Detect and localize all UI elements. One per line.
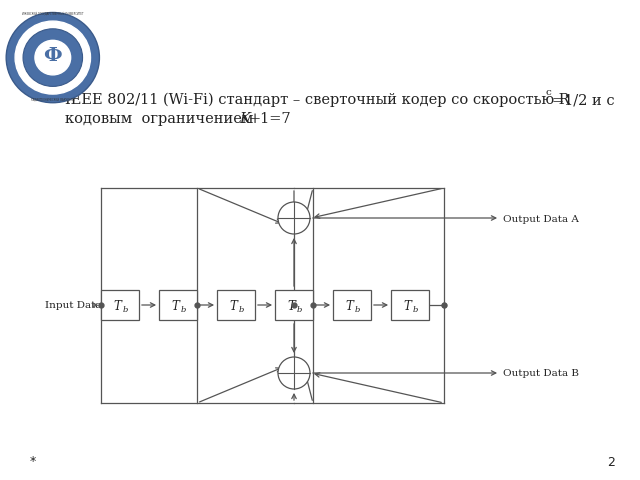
FancyBboxPatch shape xyxy=(217,290,255,320)
Text: +1=7: +1=7 xyxy=(249,112,292,126)
Text: T: T xyxy=(113,300,121,312)
Text: T: T xyxy=(345,300,353,312)
Text: Ф: Ф xyxy=(44,47,62,65)
Text: Output Data A: Output Data A xyxy=(503,215,579,224)
Text: кодовым  ограничением: кодовым ограничением xyxy=(65,112,258,126)
Text: b: b xyxy=(355,306,360,314)
Circle shape xyxy=(15,21,90,94)
Text: Input Data: Input Data xyxy=(45,301,102,311)
Text: b: b xyxy=(296,306,301,314)
Text: IEEE 802/11 (Wi-Fi) стандарт – сверточный кодер со скоростью R: IEEE 802/11 (Wi-Fi) стандарт – сверточны… xyxy=(65,93,570,108)
Circle shape xyxy=(278,357,310,389)
Text: =1/2 и с: =1/2 и с xyxy=(552,93,614,107)
FancyBboxPatch shape xyxy=(101,290,139,320)
Text: b: b xyxy=(122,306,128,314)
Text: b: b xyxy=(238,306,244,314)
FancyBboxPatch shape xyxy=(275,290,313,320)
Text: T: T xyxy=(287,300,295,312)
Circle shape xyxy=(35,40,70,75)
Text: *: * xyxy=(30,456,36,468)
Text: K: K xyxy=(239,112,250,126)
Text: b: b xyxy=(180,306,186,314)
Text: c: c xyxy=(545,88,551,97)
Text: T: T xyxy=(171,300,179,312)
Text: 2: 2 xyxy=(607,456,615,468)
Text: РАДИОТЕХНИЧЕСКИЙ ФАКУЛЬТЕТ: РАДИОТЕХНИЧЕСКИЙ ФАКУЛЬТЕТ xyxy=(31,99,75,103)
Text: ИЖЕВСКИЙ ГОСУДАРСТВЕННЫЙ УНИВЕРСИТЕТ: ИЖЕВСКИЙ ГОСУДАРСТВЕННЫЙ УНИВЕРСИТЕТ xyxy=(22,12,84,16)
Circle shape xyxy=(6,12,99,103)
FancyBboxPatch shape xyxy=(391,290,429,320)
Text: T: T xyxy=(403,300,411,312)
Circle shape xyxy=(23,29,83,86)
Circle shape xyxy=(278,202,310,234)
Text: T: T xyxy=(229,300,237,312)
FancyBboxPatch shape xyxy=(159,290,197,320)
FancyBboxPatch shape xyxy=(333,290,371,320)
Text: b: b xyxy=(412,306,418,314)
Text: Output Data B: Output Data B xyxy=(503,370,579,379)
